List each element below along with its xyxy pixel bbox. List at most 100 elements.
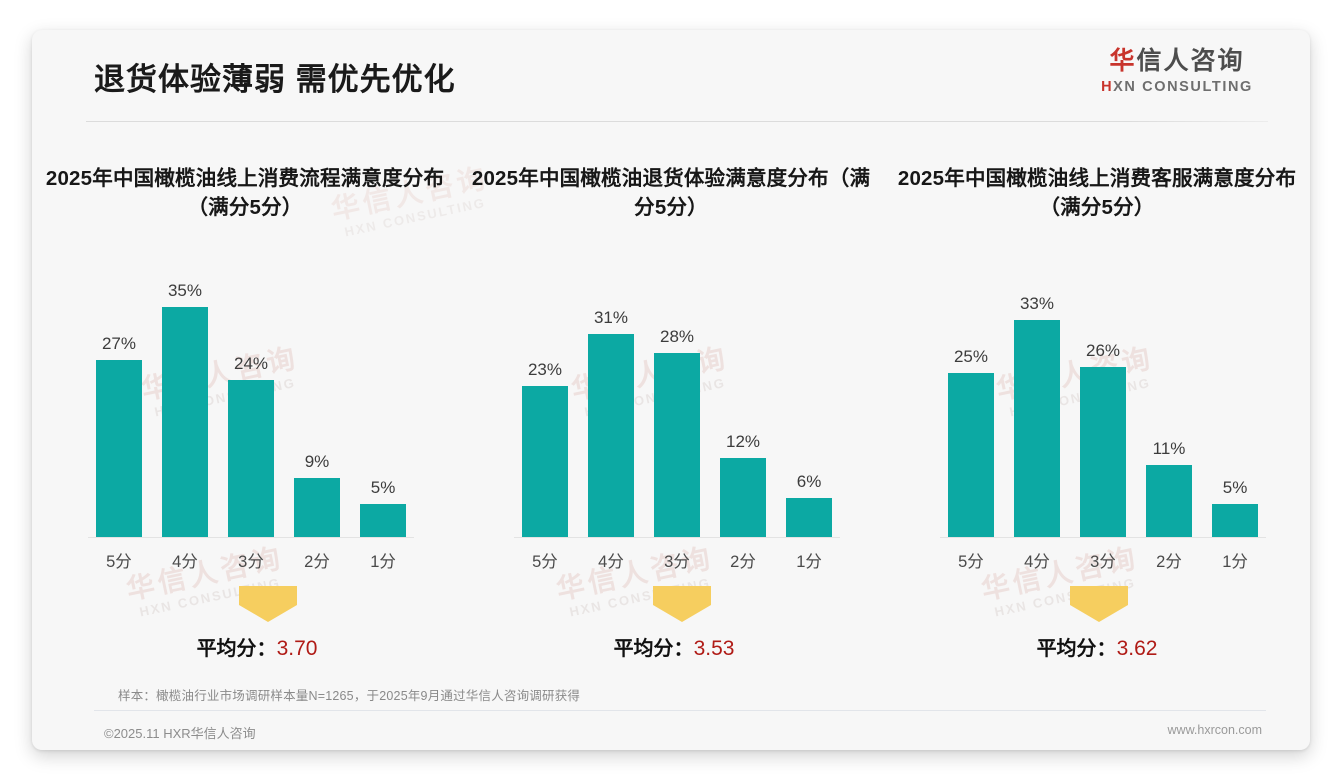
average-score-line: 平均分：3.70 — [32, 632, 458, 661]
bar-value-label: 5% — [1222, 478, 1248, 498]
bar[interactable] — [294, 477, 341, 537]
bar[interactable] — [786, 497, 833, 537]
bar-slot: 5% — [1204, 278, 1266, 537]
x-axis-tick: 5分 — [958, 553, 984, 571]
average-score-value: 3.62 — [1116, 637, 1158, 660]
average-score-line: 平均分：3.62 — [884, 632, 1310, 661]
bar-value-label: 23% — [527, 360, 562, 380]
x-axis-labels: 5分 4分 3分 2分 1分 — [88, 548, 414, 572]
chart-baseline — [940, 537, 1266, 538]
bar-value-label: 24% — [233, 353, 269, 373]
bar-slot: 25% — [940, 278, 1002, 537]
average-score-value: 3.53 — [693, 637, 735, 660]
bar-slot: 9% — [286, 278, 348, 537]
chart-plot-area: 27% 35% 24% 9% — [88, 278, 414, 538]
bar[interactable] — [1212, 504, 1259, 537]
bar-slot: 6% — [778, 278, 840, 537]
bar-value-label: 35% — [167, 281, 202, 301]
bar-value-label: 25% — [953, 347, 988, 367]
logo-en-rest: XN CONSULTING — [1113, 78, 1253, 95]
down-arrow-container — [32, 586, 458, 622]
down-arrow-icon — [653, 586, 711, 622]
average-score-label: 平均分： — [1036, 638, 1117, 660]
arrow-shaft — [1070, 586, 1128, 605]
arrow-shaft — [239, 586, 297, 605]
x-axis-tick: 2分 — [730, 553, 756, 571]
bar-series: 23% 31% 28% 12% — [514, 278, 840, 537]
chart-panel-return-experience: 2025年中国橄榄油退货体验满意度分布（满分5分） 23% 31% 28% — [458, 130, 884, 690]
bar-slot: 11% — [1138, 278, 1200, 537]
x-axis-tick: 5分 — [106, 553, 132, 571]
x-axis-tick: 2分 — [304, 553, 330, 571]
bar[interactable] — [1013, 320, 1060, 537]
logo-chinese-text: 华信人咨询 — [1082, 47, 1272, 76]
down-arrow-icon — [1070, 586, 1128, 622]
logo-h-char: H — [1101, 78, 1114, 95]
slide-footer: ©2025.11 HXR华信人咨询 www.hxrcon.com — [32, 716, 1310, 750]
average-score-label: 平均分： — [613, 638, 694, 660]
copyright-text: ©2025.11 HXR华信人咨询 — [104, 726, 256, 741]
bar-slot: 35% — [154, 278, 216, 537]
x-axis-tick: 4分 — [172, 553, 198, 571]
bar-series: 27% 35% 24% 9% — [88, 278, 414, 537]
bar-value-label: 11% — [1152, 439, 1186, 458]
website-link[interactable]: www.hxrcon.com — [1167, 723, 1262, 737]
logo-hua-char: 华 — [1109, 47, 1137, 75]
chart-baseline — [88, 537, 414, 538]
x-axis-tick: 3分 — [1090, 553, 1116, 571]
bar-slot: 5% — [352, 278, 414, 537]
bar-slot: 33% — [1006, 278, 1068, 537]
charts-row: 2025年中国橄榄油线上消费流程满意度分布（满分5分） 27% 35% 24% — [32, 130, 1310, 690]
bar-value-label: 33% — [1019, 294, 1054, 314]
page-title: 退货体验薄弱 需优先优化 — [94, 62, 456, 97]
bar-slot: 23% — [514, 278, 576, 537]
bar-slot: 28% — [646, 278, 708, 537]
bar-slot: 27% — [88, 278, 150, 537]
bar-value-label: 12% — [726, 432, 761, 452]
bar-slot: 31% — [580, 278, 642, 537]
header-divider — [86, 121, 1268, 122]
logo-english-text: HXN CONSULTING — [1082, 79, 1272, 95]
arrow-shaft — [653, 586, 711, 605]
bar[interactable] — [360, 504, 407, 537]
chart-plot-area: 23% 31% 28% 12% — [514, 278, 840, 538]
bar[interactable] — [587, 333, 634, 537]
chart-panel-process-satisfaction: 2025年中国橄榄油线上消费流程满意度分布（满分5分） 27% 35% 24% — [32, 130, 458, 690]
slide-header: 退货体验薄弱 需优先优化 华信人咨询 HXN CONSULTING — [32, 30, 1310, 123]
arrow-head — [239, 605, 297, 622]
chart-title: 2025年中国橄榄油线上消费流程满意度分布（满分5分） — [45, 167, 445, 220]
bar-slot: 24% — [220, 278, 282, 537]
x-axis-tick: 2分 — [1156, 553, 1182, 571]
bar-value-label: 26% — [1085, 340, 1121, 360]
bar[interactable] — [95, 359, 142, 537]
down-arrow-icon — [239, 586, 297, 622]
x-axis-tick: 3分 — [238, 553, 264, 571]
x-axis-tick: 5分 — [532, 553, 558, 571]
arrow-head — [1070, 605, 1128, 622]
bar[interactable] — [720, 458, 767, 537]
bar[interactable] — [161, 307, 208, 537]
bar-value-label: 5% — [370, 478, 396, 498]
bar[interactable] — [228, 379, 274, 537]
bar[interactable] — [521, 386, 568, 537]
footer-divider — [94, 710, 1266, 711]
chart-panel-customer-service: 2025年中国橄榄油线上消费客服满意度分布（满分5分） 25% 33% 26% — [884, 130, 1310, 690]
arrow-head — [653, 605, 711, 622]
bar-series: 25% 33% 26% 11% — [940, 278, 1266, 537]
bar-value-label: 28% — [659, 327, 695, 347]
bar-value-label: 9% — [304, 451, 330, 471]
bar-value-label: 31% — [593, 307, 628, 327]
bar[interactable] — [654, 353, 700, 537]
chart-plot-area: 25% 33% 26% 11% — [940, 278, 1266, 538]
company-logo: 华信人咨询 HXN CONSULTING — [1082, 47, 1272, 95]
average-score-line: 平均分：3.53 — [458, 632, 884, 661]
bar[interactable] — [1146, 465, 1193, 537]
x-axis-tick: 1分 — [796, 553, 822, 571]
average-score-value: 3.70 — [276, 637, 318, 660]
x-axis-tick: 4分 — [598, 553, 624, 571]
x-axis-tick: 1分 — [370, 553, 396, 571]
bar[interactable] — [1080, 366, 1126, 537]
sample-note: 样本：橄榄油行业市场调研样本量N=1265，于2025年9月通过华信人咨询调研获… — [118, 689, 581, 703]
bar[interactable] — [947, 373, 994, 537]
x-axis-tick: 3分 — [664, 553, 690, 571]
